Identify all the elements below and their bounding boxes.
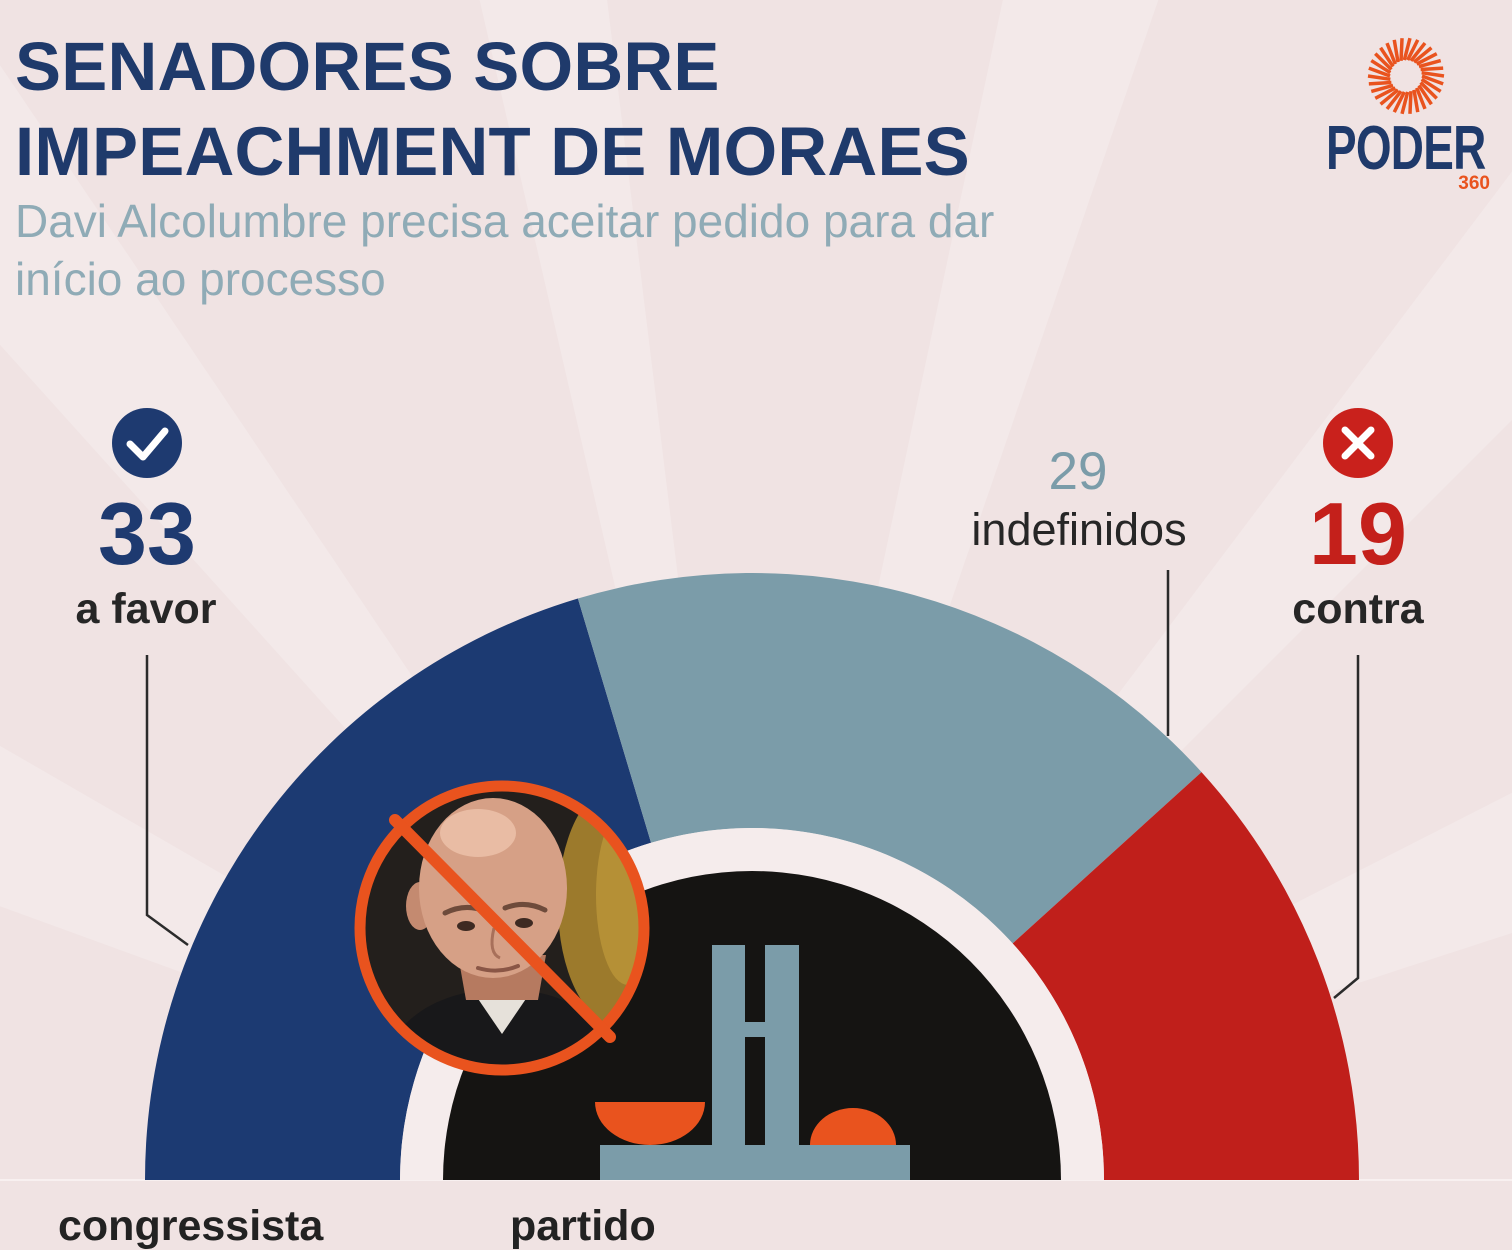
chamber-bowl <box>595 1102 705 1145</box>
sunburst-ray <box>1374 52 1393 71</box>
check-circle-icon <box>112 408 182 478</box>
logo-wordmark: PODER <box>1326 114 1486 183</box>
sunburst-ray <box>1415 87 1427 110</box>
sunburst-ray <box>1385 42 1397 65</box>
right-tower <box>765 945 799 1150</box>
segment-indefinidos <box>577 573 1202 944</box>
prohibition-ring <box>354 780 650 1076</box>
value-contra: 19 <box>1309 484 1407 583</box>
congress-building-icon <box>595 945 910 1180</box>
sunburst-ray <box>1420 77 1442 93</box>
column-header-partido: partido <box>510 1202 656 1250</box>
crossed-out-portrait <box>354 780 650 1076</box>
leader-line-a-favor <box>145 655 189 947</box>
column-header-congressista: congressista <box>58 1202 324 1250</box>
sunburst-ray <box>1402 37 1412 61</box>
sunburst-ray <box>1368 80 1392 86</box>
sunburst-ray <box>1412 46 1433 64</box>
sunburst-ray <box>1399 38 1404 61</box>
sunburst-ray <box>1370 59 1392 75</box>
sunburst-ray <box>1418 58 1442 69</box>
sunburst-ray <box>1374 86 1397 100</box>
sunburst-icon <box>1367 37 1445 115</box>
sunburst-ray <box>1367 74 1391 82</box>
sunburst-ray <box>1379 88 1400 106</box>
sunburst-ray <box>1421 74 1444 86</box>
sunburst-ray <box>1406 39 1420 61</box>
sunburst-ray <box>1379 46 1395 68</box>
page-title-line-2: IMPEACHMENT DE MORAES <box>15 113 970 190</box>
sunburst-ray <box>1421 70 1445 78</box>
background-ray <box>752 0 1159 1180</box>
page-title-line-1: SENADORES SOBRE <box>15 28 720 105</box>
label-contra: contra <box>1292 585 1424 633</box>
sunburst-ray <box>1408 91 1413 114</box>
sunburst-ray <box>1420 66 1444 72</box>
building-base <box>600 1145 910 1180</box>
x-circle-icon <box>1323 408 1393 478</box>
sunburst-ray <box>1385 90 1403 110</box>
tower-crossbar <box>745 1022 765 1037</box>
logo-suffix: 360 <box>1458 173 1490 194</box>
sunburst-ray <box>1417 84 1433 106</box>
sunburst-ray <box>1370 83 1394 94</box>
portrait-photo <box>363 789 641 1067</box>
sunburst-ray <box>1392 39 1400 63</box>
left-tower <box>712 945 745 1150</box>
subtitle-line-1: Davi Alcolumbre precisa aceitar pedido p… <box>15 195 995 247</box>
sunburst-ray <box>1412 89 1420 113</box>
sunburst-ray <box>1392 91 1406 113</box>
sunburst-ray <box>1415 52 1438 66</box>
sunburst-ray <box>1400 91 1410 115</box>
sunburst-ray <box>1419 81 1438 100</box>
prohibition-slash <box>389 814 616 1043</box>
label-indefinidos: indefinidos <box>971 504 1187 555</box>
senate-dome <box>810 1108 896 1145</box>
sunburst-ray <box>1409 42 1427 62</box>
subtitle-line-2: início ao processo <box>15 253 386 305</box>
value-a-favor: 33 <box>98 484 196 583</box>
segment-contra <box>1012 772 1359 1180</box>
label-a-favor: a favor <box>75 585 217 633</box>
sunburst-ray <box>1368 66 1391 78</box>
leader-line-contra <box>1333 655 1360 999</box>
value-indefinidos: 29 <box>1048 442 1108 501</box>
